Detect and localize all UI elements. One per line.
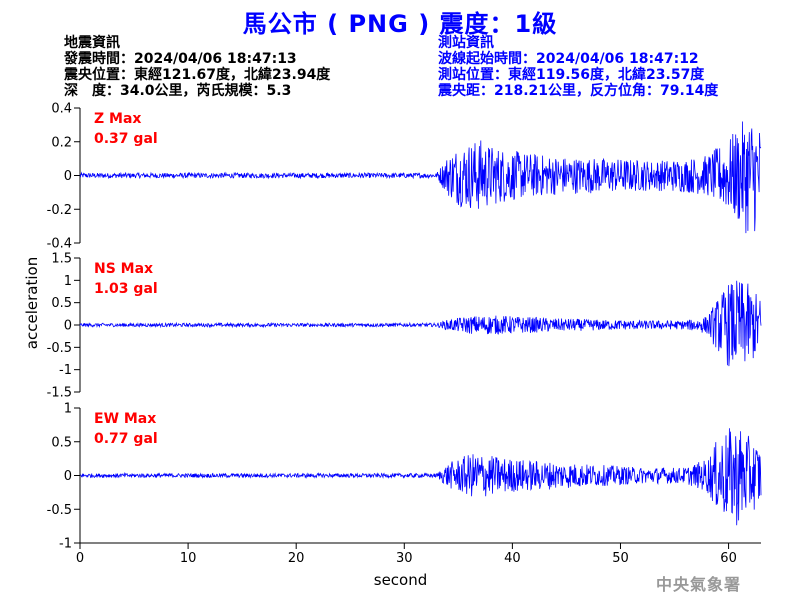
x-tick-label: 0 [76, 551, 84, 566]
max-label-ew: EW Max [94, 411, 156, 427]
trace-z [79, 121, 762, 234]
max-value-z: 0.37 gal [94, 131, 158, 147]
max-label-z: Z Max [94, 111, 141, 127]
wave-start-time: 波線起始時間：2024/04/06 18:47:12 [438, 51, 699, 67]
origin-time: 發震時間：2024/04/06 18:47:13 [64, 51, 297, 67]
y-tick-label-ew: -0.5 [47, 503, 72, 518]
x-tick-label: 60 [720, 551, 737, 566]
depth-magnitude: 深 度：34.0公里，芮氏規模：5.3 [64, 83, 292, 99]
y-tick-label-ew: -1 [59, 537, 72, 552]
page-title: 馬公市 ( PNG ) 震度：1級 [242, 10, 558, 38]
x-tick-label: 30 [396, 551, 413, 566]
y-tick-label-z: -0.2 [47, 203, 72, 218]
y-tick-label-z: -0.4 [47, 237, 72, 252]
y-tick-label-ew: 0.5 [51, 435, 72, 450]
y-tick-label-z: 0.2 [51, 135, 72, 150]
y-tick-label-ns: -0.5 [47, 341, 72, 356]
station-info-block: 測站資訊 波線起始時間：2024/04/06 18:47:12 測站位置：東經1… [438, 35, 718, 99]
max-label-ns: NS Max [94, 261, 153, 277]
y-tick-label-ns: -1.5 [47, 386, 72, 401]
y-tick-label-ew: 1 [64, 402, 72, 417]
y-axis-label: acceleration [23, 257, 41, 349]
quake-info-heading: 地震資訊 [64, 35, 120, 51]
station-location: 測站位置：東經119.56度，北緯23.57度 [438, 67, 705, 83]
max-value-ns: 1.03 gal [94, 281, 158, 297]
x-tick-label: 40 [504, 551, 521, 566]
quake-info-block: 地震資訊 發震時間：2024/04/06 18:47:13 震央位置：東經121… [64, 35, 330, 99]
y-tick-label-ew: 0 [64, 469, 72, 484]
agency-credit: 中央氣象署 [656, 575, 742, 594]
y-tick-label-z: 0.4 [51, 102, 72, 117]
distance-azimuth: 震央距：218.21公里，反方位角：79.14度 [438, 83, 719, 99]
trace-ns [79, 280, 762, 367]
y-tick-label-ns: -1 [59, 363, 72, 378]
x-tick-label: 20 [288, 551, 305, 566]
x-tick-label: 50 [612, 551, 629, 566]
y-tick-label-ns: 1 [64, 274, 72, 289]
x-axis-label: second [374, 571, 428, 589]
max-value-ew: 0.77 gal [94, 431, 158, 447]
y-tick-label-ns: 0 [64, 319, 72, 334]
station-info-heading: 測站資訊 [438, 35, 494, 51]
y-tick-label-ns: 0.5 [51, 296, 72, 311]
trace-ew [79, 428, 762, 526]
epicenter-location: 震央位置：東經121.67度，北緯23.94度 [64, 67, 331, 83]
y-tick-label-ns: 1.5 [51, 252, 72, 267]
x-tick-label: 10 [180, 551, 197, 566]
y-tick-label-z: 0 [64, 169, 72, 184]
